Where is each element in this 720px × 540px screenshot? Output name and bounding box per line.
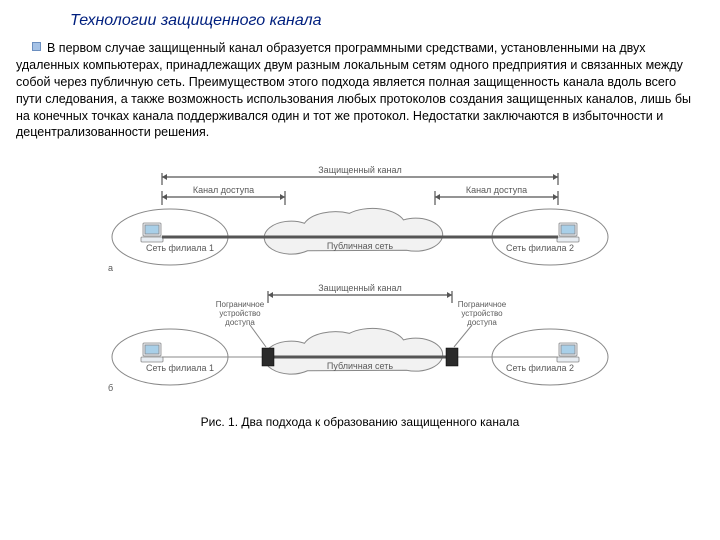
svg-text:б: б — [108, 383, 113, 393]
svg-text:Канал доступа: Канал доступа — [193, 185, 254, 195]
svg-text:Пограничноеустройстводоступа: Пограничноеустройстводоступа — [458, 300, 507, 327]
svg-text:Сеть филиала 2: Сеть филиала 2 — [506, 243, 574, 253]
slide-title: Технологии защищенного канала — [70, 12, 706, 30]
svg-text:а: а — [108, 263, 113, 273]
secure-channel-diagram: Сеть филиала 1 Сеть филиала 2 Публичная се… — [100, 159, 620, 409]
svg-text:Публичная сеть: Публичная сеть — [327, 241, 393, 251]
svg-text:Сеть филиала 1: Сеть филиала 1 — [146, 363, 214, 373]
svg-text:Публичная сеть: Публичная сеть — [327, 361, 393, 371]
diagram-container: Сеть филиала 1 Сеть филиала 2 Публичная се… — [100, 159, 620, 409]
svg-text:Защищенный канал: Защищенный канал — [318, 283, 402, 293]
svg-text:Сеть филиала 2: Сеть филиала 2 — [506, 363, 574, 373]
svg-text:Канал доступа: Канал доступа — [466, 185, 527, 195]
body-paragraph: В первом случае защищенный канал образуе… — [16, 40, 704, 141]
paragraph-text: В первом случае защищенный канал образуе… — [16, 41, 691, 139]
figure-caption: Рис. 1. Два подхода к образованию защище… — [14, 415, 706, 429]
bullet-icon — [32, 42, 41, 51]
svg-text:Сеть филиала 1: Сеть филиала 1 — [146, 243, 214, 253]
svg-text:Пограничноеустройстводоступа: Пограничноеустройстводоступа — [216, 300, 265, 327]
svg-text:Защищенный канал: Защищенный канал — [318, 165, 402, 175]
